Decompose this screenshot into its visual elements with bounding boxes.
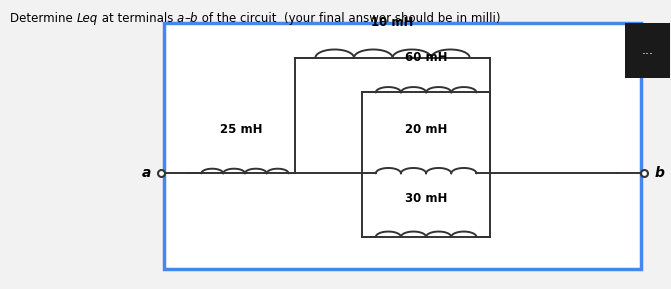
Text: Determine: Determine (10, 12, 76, 25)
Text: 25 mH: 25 mH (220, 123, 263, 136)
Text: a: a (142, 166, 151, 180)
Text: Leq: Leq (76, 12, 98, 25)
Text: b: b (190, 12, 197, 25)
Bar (625, 23, 670, 78)
Text: 60 mH: 60 mH (405, 51, 448, 64)
Text: b: b (654, 166, 664, 180)
Text: 10 mH: 10 mH (371, 16, 414, 29)
Text: 30 mH: 30 mH (405, 192, 448, 205)
Text: of the circuit  (your final answer should be in milli): of the circuit (your final answer should… (197, 12, 500, 25)
Text: at terminals: at terminals (98, 12, 177, 25)
Text: ...: ... (641, 44, 654, 57)
Text: –: – (185, 12, 190, 25)
Text: 20 mH: 20 mH (405, 123, 448, 136)
Text: a: a (177, 12, 185, 25)
Bar (164, 23, 641, 269)
